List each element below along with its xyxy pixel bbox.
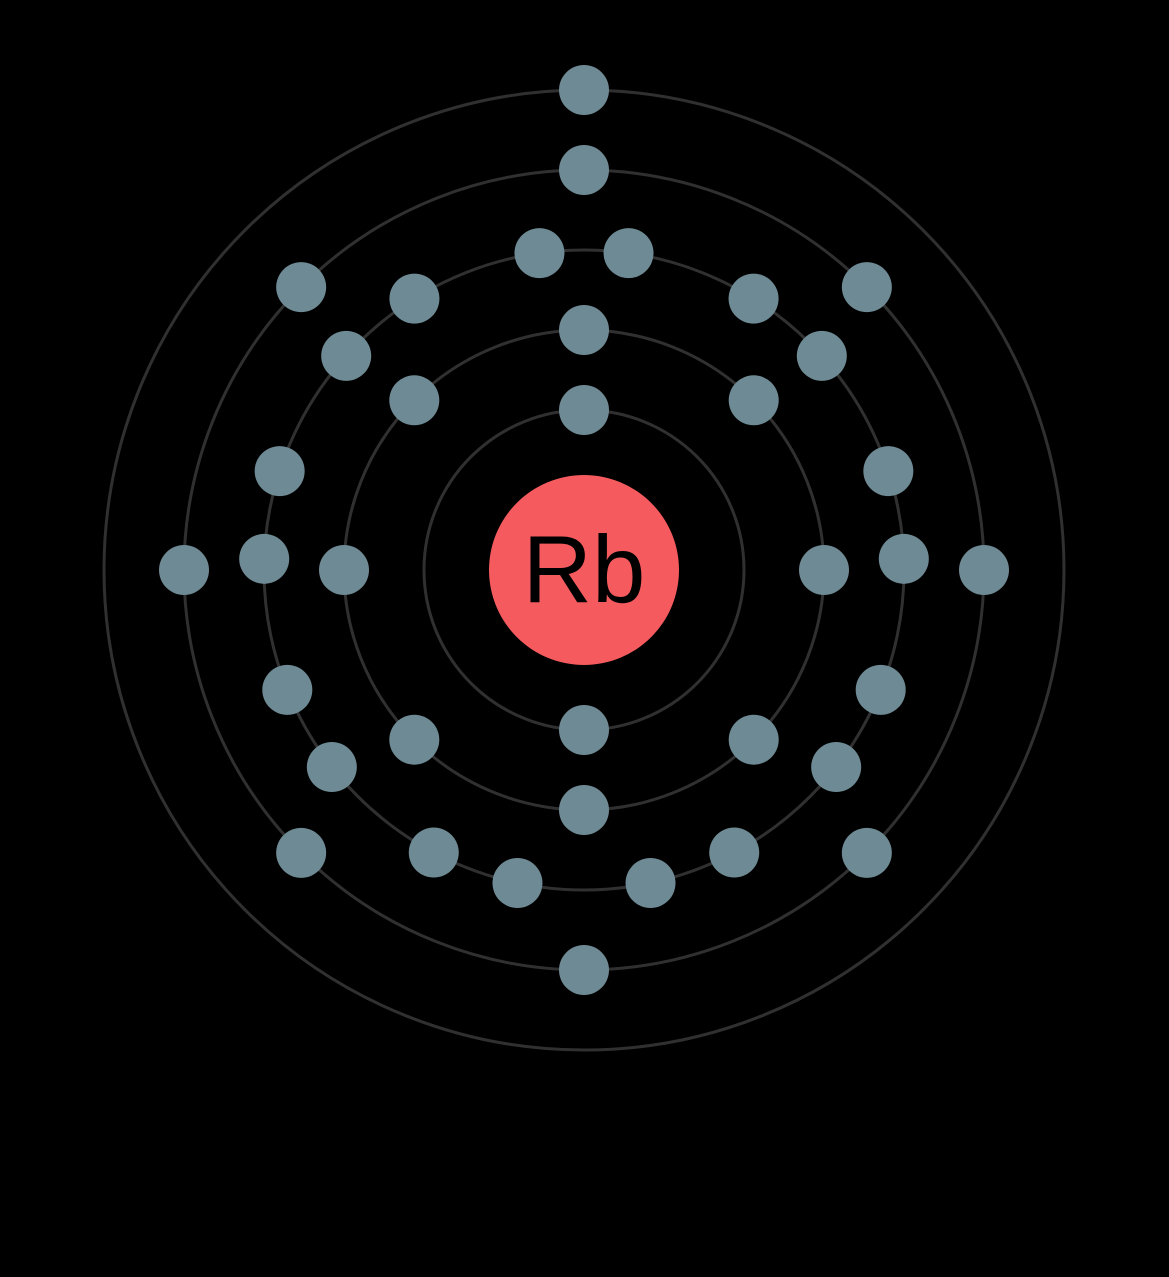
electron-shell3-e14 bbox=[262, 665, 312, 715]
electron-shell4-e8 bbox=[159, 545, 209, 595]
electron-shell2-e8 bbox=[319, 545, 369, 595]
electron-shell3-e8 bbox=[811, 742, 861, 792]
electron-shell4-e6 bbox=[276, 828, 326, 878]
electron-shell2-e1 bbox=[559, 305, 609, 355]
electron-shell3-e15 bbox=[239, 534, 289, 584]
electron-shell3-e18 bbox=[389, 274, 439, 324]
electron-shell4-e3 bbox=[842, 262, 892, 312]
electron-shell3-e7 bbox=[856, 665, 906, 715]
electron-shell5-e1 bbox=[559, 65, 609, 115]
electron-shell2-e4 bbox=[389, 375, 439, 425]
electron-shell3-e3 bbox=[729, 274, 779, 324]
electron-shell3-e1 bbox=[514, 228, 564, 278]
electron-shell3-e9 bbox=[709, 828, 759, 878]
electron-shell2-e5 bbox=[729, 715, 779, 765]
electron-shell3-e13 bbox=[307, 742, 357, 792]
electron-shell2-e6 bbox=[389, 715, 439, 765]
electron-shell4-e5 bbox=[842, 828, 892, 878]
electron-shell3-e2 bbox=[604, 228, 654, 278]
electron-shell3-e6 bbox=[879, 534, 929, 584]
element-symbol: Rb bbox=[523, 517, 646, 624]
electron-shell3-e10 bbox=[626, 858, 676, 908]
electron-shell3-e12 bbox=[409, 828, 459, 878]
electron-shell4-e1 bbox=[559, 145, 609, 195]
electron-shell3-e5 bbox=[863, 446, 913, 496]
electron-shell2-e3 bbox=[729, 375, 779, 425]
atom-diagram: Rb bbox=[0, 0, 1169, 1277]
electron-shell3-e11 bbox=[492, 858, 542, 908]
electron-shell1-e1 bbox=[559, 385, 609, 435]
electron-shell4-e2 bbox=[559, 945, 609, 995]
electron-shell4-e4 bbox=[276, 262, 326, 312]
electron-shell4-e7 bbox=[959, 545, 1009, 595]
electron-shell3-e17 bbox=[321, 331, 371, 381]
electron-shell1-e2 bbox=[559, 705, 609, 755]
electron-shell3-e16 bbox=[255, 446, 305, 496]
electron-shell2-e7 bbox=[799, 545, 849, 595]
electron-shell3-e4 bbox=[797, 331, 847, 381]
electron-shell2-e2 bbox=[559, 785, 609, 835]
